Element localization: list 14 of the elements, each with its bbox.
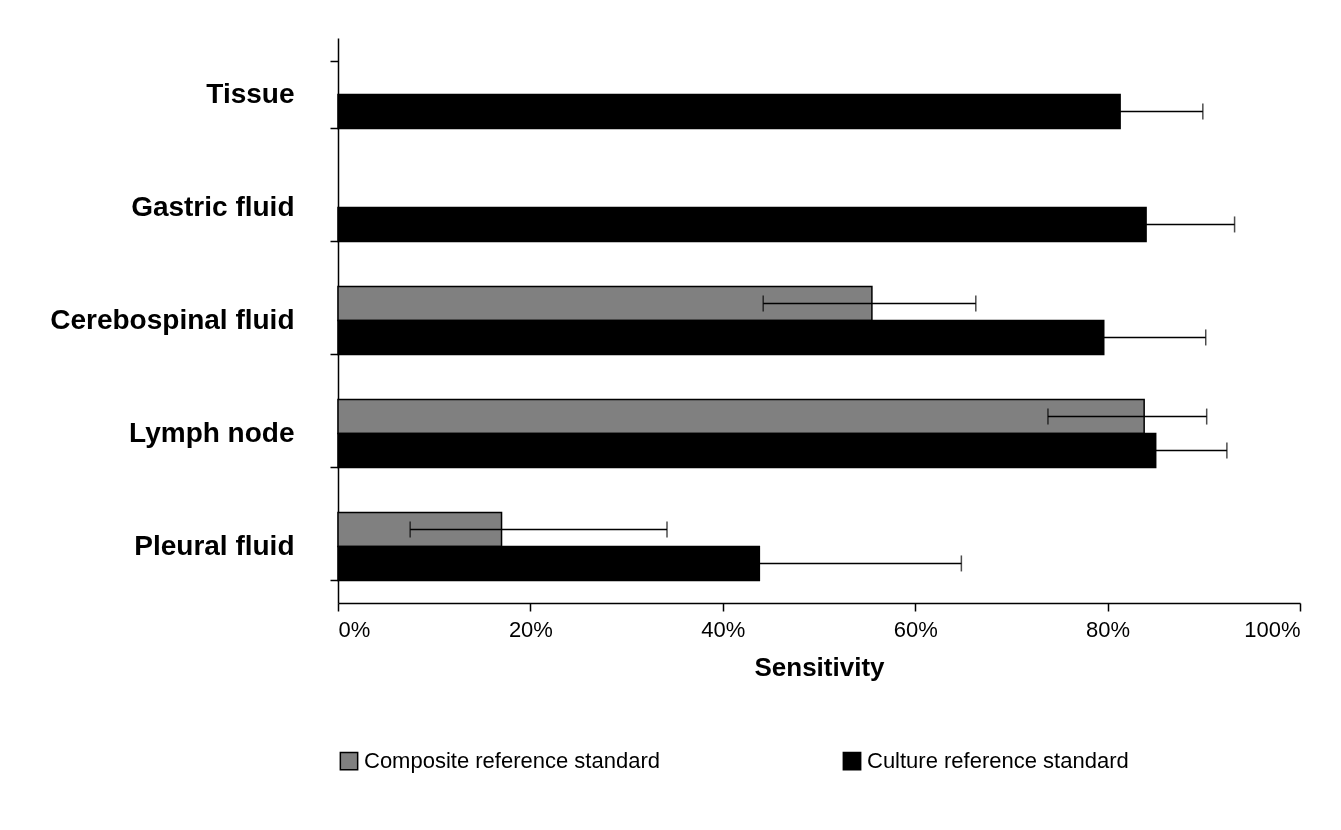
y-tick-label: Lymph node [129, 417, 295, 448]
y-tick-label: Pleural fluid [134, 530, 295, 561]
y-tick-label: Tissue [206, 78, 295, 109]
y-tick-label: Cerebospinal fluid [50, 304, 295, 335]
x-tick-label: 80% [1086, 616, 1131, 642]
legend-label: Composite reference standard [364, 748, 660, 774]
x-tick-label: 20% [508, 616, 553, 642]
x-tick-label: 0% [338, 616, 371, 642]
x-tick-label: 100% [1244, 616, 1301, 642]
x-axis-title: Sensitivity [754, 651, 886, 682]
x-tick-label: 40% [701, 616, 746, 642]
legend-label: Culture reference standard [867, 748, 1129, 774]
x-tick-label: 60% [893, 616, 938, 642]
y-tick-label: Gastric fluid [131, 191, 295, 222]
